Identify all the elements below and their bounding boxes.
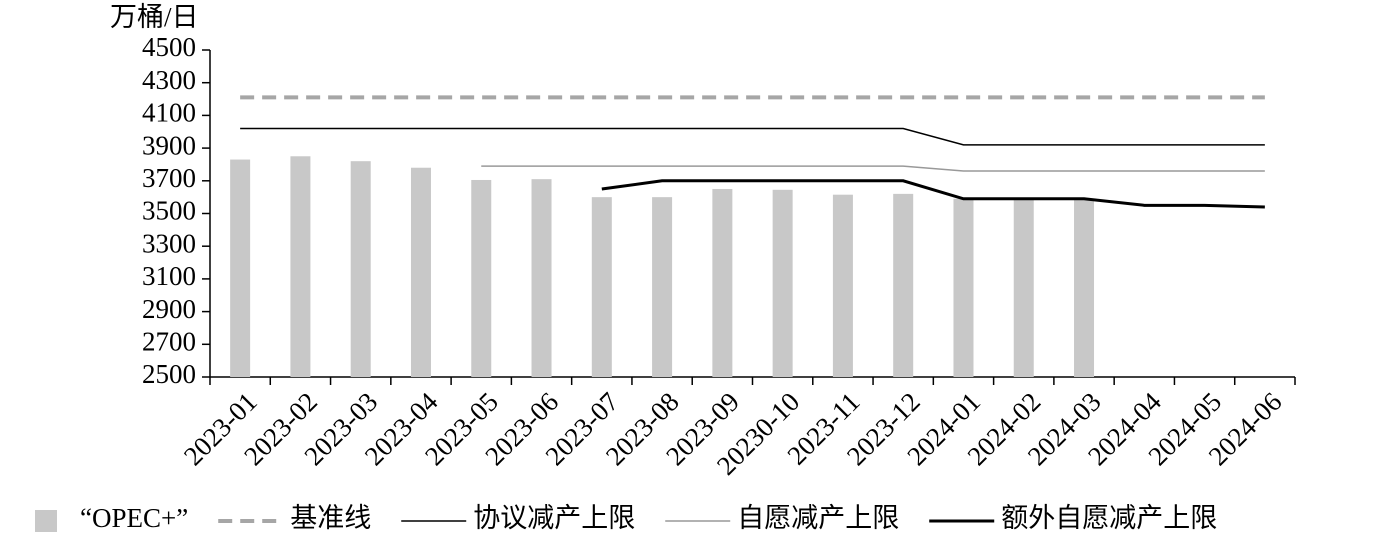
bar xyxy=(953,198,974,377)
legend-label: 额外自愿减产上限 xyxy=(1001,503,1217,533)
legend-label: 自愿减产上限 xyxy=(737,503,899,533)
y-tick-label: 2700 xyxy=(142,327,196,357)
line-series xyxy=(601,179,1265,209)
bar xyxy=(1013,198,1034,377)
bar xyxy=(591,197,612,377)
y-tick-label: 3300 xyxy=(142,228,196,258)
y-tick-label: 4100 xyxy=(142,98,196,128)
bar xyxy=(652,197,673,377)
legend-swatch xyxy=(35,510,57,532)
bar xyxy=(772,189,793,377)
legend-label: 基准线 xyxy=(290,503,371,533)
y-tick-label: 4300 xyxy=(142,65,196,95)
legend-label: 协议减产上限 xyxy=(473,503,635,533)
line-series xyxy=(240,127,1265,146)
bar xyxy=(832,194,853,377)
y-tick-label: 3500 xyxy=(142,196,196,226)
y-tick-label: 2900 xyxy=(142,294,196,324)
bar xyxy=(893,193,914,377)
y-tick-label: 3700 xyxy=(142,163,196,193)
bar xyxy=(410,167,431,377)
y-axis-unit: 万桶/日 xyxy=(110,2,199,32)
bar xyxy=(531,179,552,377)
legend-label: “OPEC+” xyxy=(80,503,188,533)
bar xyxy=(712,188,733,377)
y-tick-label: 3900 xyxy=(142,130,196,160)
y-tick-label: 4500 xyxy=(142,32,196,62)
bar xyxy=(350,161,371,377)
y-tick-label: 3100 xyxy=(142,261,196,291)
y-tick-label: 2500 xyxy=(142,359,196,389)
bar xyxy=(1074,198,1095,377)
bar xyxy=(290,156,311,377)
line-series xyxy=(481,165,1265,172)
bar xyxy=(471,179,492,377)
bar xyxy=(230,159,251,377)
